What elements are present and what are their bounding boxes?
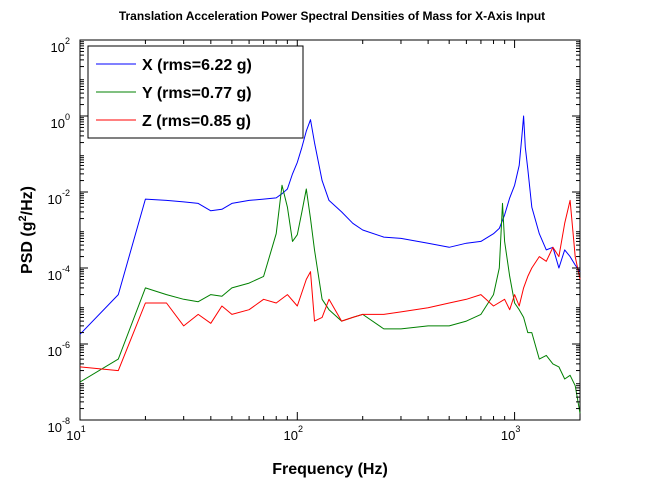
x-tick-label: 101	[66, 424, 85, 443]
legend-label: Z (rms=0.85 g)	[142, 113, 251, 130]
legend-items: X (rms=6.22 g) Y (rms=0.77 g) Z (rms=0.85 …	[96, 57, 252, 130]
legend: X (rms=6.22 g) Y (rms=0.77 g) Z (rms=0.85 …	[87, 45, 304, 139]
y-tick-label: 10-8	[48, 416, 70, 435]
x-tick-label: 103	[501, 424, 520, 443]
y-tick-label: 100	[51, 112, 70, 131]
y-axis-label-base: PSD (g	[19, 222, 36, 274]
y-axis-label: PSD (g2/Hz)	[17, 186, 36, 274]
y-axis-label-units: /Hz)	[19, 186, 36, 215]
chart-title: Translation Acceleration Power Spectral …	[119, 9, 545, 23]
y-axis-label-superscript: 2	[17, 215, 29, 221]
series-line-z	[79, 199, 581, 372]
y-tick-label: 102	[51, 36, 70, 55]
y-tick-label: 10-4	[48, 264, 70, 283]
axis-ticks: 101 102 103 10-8 10-6 10-4 10-2 100 102	[48, 36, 581, 443]
x-tick-label: 102	[284, 424, 303, 443]
x-axis-label: Frequency (Hz)	[272, 461, 388, 478]
y-tick-label: 10-2	[48, 188, 70, 207]
y-tick-label: 10-6	[48, 340, 70, 359]
legend-label: X (rms=6.22 g)	[142, 57, 252, 74]
legend-label: Y (rms=0.77 g)	[142, 85, 252, 102]
series-line-x	[79, 115, 581, 335]
series-layer	[79, 115, 581, 414]
